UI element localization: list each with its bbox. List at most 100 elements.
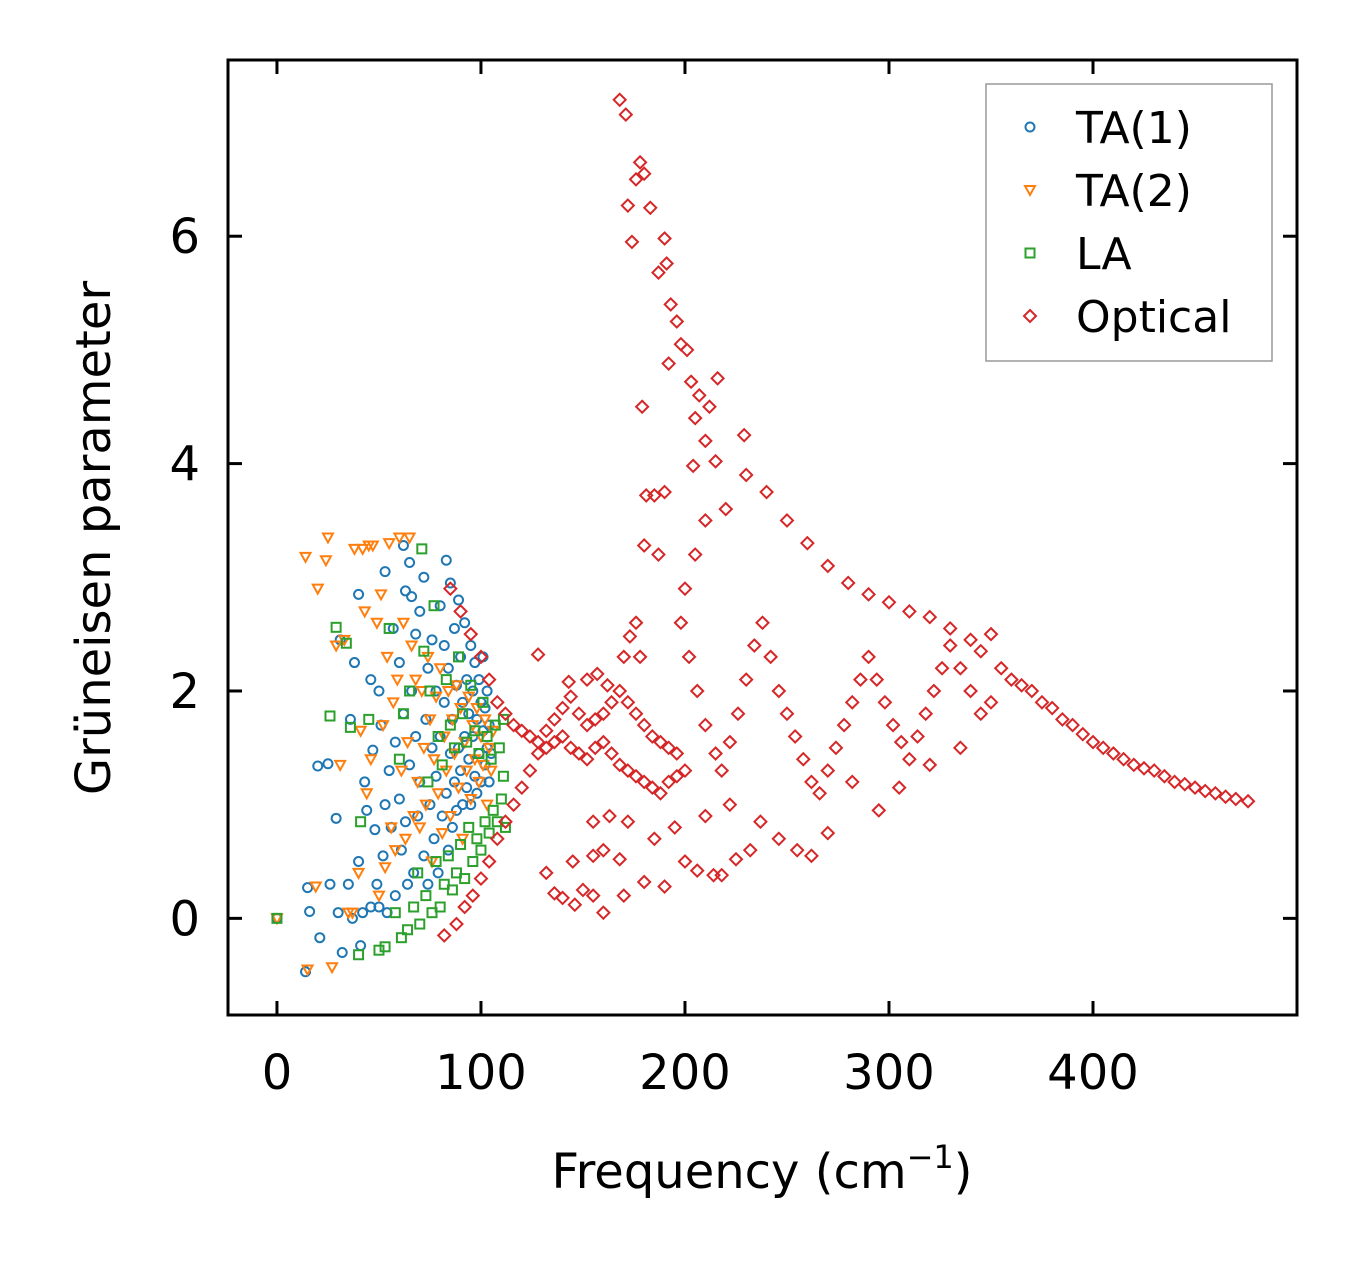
data-point [410,628,422,640]
data-point [373,685,385,697]
data-point [659,256,675,271]
data-point [499,821,511,833]
data-point [691,387,707,403]
data-point [963,683,979,699]
data-point [628,768,644,784]
data-point [622,628,638,644]
data-point [642,200,658,216]
data-point [419,799,433,812]
data-point [922,609,938,625]
data-point [436,759,448,771]
data-point [271,912,283,924]
y-tick-label: 2 [169,664,200,720]
data-point [410,730,422,742]
data-point [587,711,603,727]
axis-ticks: 0 100 200 300 400 0 2 4 6 [169,60,1297,1101]
data-point [309,881,323,894]
data-point [624,234,640,250]
data-point [389,736,401,748]
data-point [567,897,583,913]
data-point [677,854,693,869]
x-axis-title-close: ) [954,1144,973,1200]
data-point [506,717,522,733]
data-point [604,694,619,710]
legend: TA(1) TA(2) LA Optical [985,83,1273,362]
data-point [636,538,652,553]
data-point [493,742,505,754]
data-point [414,605,426,617]
data-point [378,862,392,875]
data-point [546,711,562,727]
data-point [1218,789,1234,805]
y-axis-title: Grüneisen parameter [66,281,122,796]
data-point [910,729,925,744]
data-point [1065,717,1081,733]
data-point [795,751,811,767]
data-point [369,824,381,836]
data-point [399,585,411,597]
data-point [673,615,689,631]
data-point [616,649,632,665]
data-point [1044,700,1060,716]
data-point [922,757,938,773]
legend-label: LA [1076,229,1132,280]
data-point [983,694,999,710]
data-point [489,694,505,710]
data-point [644,780,660,796]
data-point [498,814,513,830]
data-point [755,615,770,631]
data-point [787,729,803,744]
data-point [942,621,958,636]
data-point [386,697,400,710]
data-point [404,557,416,569]
data-point [1014,677,1030,693]
data-point [555,729,570,744]
legend-label: TA(2) [1075,166,1192,217]
data-point [435,828,449,841]
data-point [353,588,365,600]
data-point [604,746,619,761]
data-point [342,878,354,890]
data-point [651,265,666,281]
data-point [402,924,414,936]
data-point [669,746,685,761]
data-point [433,663,447,676]
legend-item: LA [1024,229,1132,280]
data-point [697,717,713,733]
data-point [514,723,530,739]
data-point [636,874,652,890]
data-point [471,833,483,845]
data-point [702,399,717,415]
data-point [447,748,462,761]
data-point [457,899,473,915]
data-point [461,736,473,748]
data-point [434,600,446,612]
legend-item: Optical [1022,292,1231,343]
data-point [714,763,730,778]
data-point [844,774,860,790]
x-axis-title-superscript: −1 [907,1138,954,1176]
data-point [1240,793,1256,809]
data-point [444,719,456,731]
x-tick-label: 200 [639,1045,731,1101]
data-point [353,856,365,868]
data-point [382,538,396,551]
data-point [459,765,474,778]
data-point [322,758,334,770]
data-point [392,532,407,545]
data-point [453,603,468,619]
data-point [514,780,530,796]
data-point [495,793,507,805]
data-point [620,198,636,213]
data-point [450,867,462,879]
data-point [687,547,703,562]
data-point [538,865,554,881]
data-point [364,754,378,767]
data-point [418,850,430,862]
data-point [473,649,489,665]
data-point [612,757,628,773]
data-point [942,638,958,653]
data-point [333,759,347,772]
data-point [361,804,373,816]
data-point [595,706,611,722]
